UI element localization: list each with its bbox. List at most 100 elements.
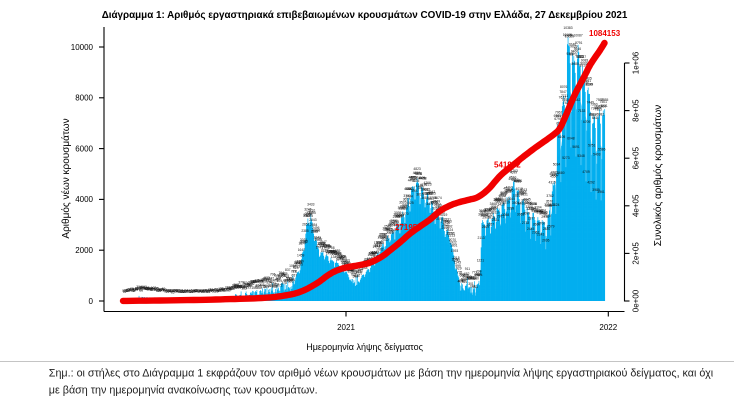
svg-text:2970: 2970 — [544, 214, 552, 218]
svg-text:194: 194 — [240, 285, 246, 289]
svg-text:82: 82 — [147, 287, 151, 291]
svg-text:4e+05: 4e+05 — [632, 194, 641, 217]
svg-text:313: 313 — [271, 282, 277, 286]
svg-text:219: 219 — [239, 284, 245, 288]
svg-text:124: 124 — [146, 287, 152, 291]
svg-text:1741: 1741 — [316, 246, 324, 250]
svg-text:2831: 2831 — [492, 218, 500, 222]
svg-text:394: 394 — [284, 279, 290, 283]
svg-text:60: 60 — [163, 288, 167, 292]
svg-text:62: 62 — [129, 288, 133, 292]
svg-text:1095: 1095 — [296, 263, 304, 267]
svg-text:4518: 4518 — [411, 175, 419, 179]
svg-text:3885: 3885 — [500, 191, 508, 195]
svg-text:2388: 2388 — [313, 229, 321, 233]
svg-text:3220: 3220 — [484, 208, 492, 212]
svg-text:4044: 4044 — [404, 187, 412, 191]
svg-text:445: 445 — [266, 279, 272, 283]
svg-text:142: 142 — [147, 286, 153, 290]
svg-text:540: 540 — [473, 277, 479, 281]
svg-text:3688: 3688 — [421, 196, 429, 200]
svg-text:3674: 3674 — [434, 196, 442, 200]
svg-text:2480: 2480 — [543, 227, 551, 231]
svg-text:3249: 3249 — [485, 207, 493, 211]
svg-text:111: 111 — [222, 288, 227, 292]
svg-text:393: 393 — [288, 280, 294, 284]
svg-text:27: 27 — [210, 289, 214, 293]
svg-text:19: 19 — [190, 290, 194, 294]
svg-text:23: 23 — [179, 289, 183, 293]
svg-text:111: 111 — [223, 287, 228, 291]
svg-text:2750: 2750 — [443, 221, 451, 225]
svg-text:22: 22 — [176, 289, 180, 293]
svg-text:5: 5 — [122, 289, 124, 293]
svg-text:3117: 3117 — [493, 211, 500, 215]
svg-text:773: 773 — [349, 270, 355, 274]
svg-text:2733: 2733 — [522, 221, 530, 225]
svg-text:2592: 2592 — [445, 224, 453, 228]
svg-text:1939: 1939 — [299, 241, 307, 245]
svg-text:61: 61 — [128, 288, 132, 292]
svg-text:4000: 4000 — [75, 195, 93, 204]
svg-text:2654: 2654 — [310, 223, 318, 227]
svg-text:3131: 3131 — [540, 211, 548, 215]
svg-text:9009: 9009 — [580, 62, 588, 66]
svg-text:1084153: 1084153 — [589, 29, 621, 38]
svg-text:189: 189 — [232, 284, 238, 288]
svg-text:3520: 3520 — [431, 201, 439, 205]
svg-text:794: 794 — [476, 269, 482, 273]
svg-text:71: 71 — [131, 289, 135, 293]
svg-text:7360: 7360 — [590, 102, 598, 106]
svg-text:3454: 3454 — [434, 203, 442, 207]
svg-text:1721: 1721 — [322, 247, 330, 251]
svg-text:115: 115 — [154, 287, 159, 291]
svg-text:3183: 3183 — [479, 209, 487, 213]
svg-text:3184: 3184 — [539, 209, 547, 213]
svg-text:9546: 9546 — [574, 47, 582, 51]
svg-text:1277: 1277 — [336, 257, 344, 261]
svg-text:606: 606 — [463, 274, 469, 278]
svg-text:3284: 3284 — [528, 206, 536, 210]
svg-text:24: 24 — [172, 289, 176, 293]
svg-text:3952: 3952 — [518, 190, 526, 194]
svg-text:6945: 6945 — [554, 114, 562, 118]
svg-text:2496: 2496 — [312, 226, 320, 230]
svg-text:53: 53 — [212, 289, 216, 293]
svg-text:4035: 4035 — [423, 187, 431, 191]
svg-text:10059: 10059 — [564, 34, 573, 38]
svg-text:657: 657 — [292, 274, 298, 278]
svg-text:2579: 2579 — [547, 224, 555, 228]
svg-text:1241: 1241 — [453, 258, 461, 262]
svg-text:3433: 3433 — [307, 203, 315, 207]
svg-text:19: 19 — [200, 289, 204, 293]
svg-text:3239: 3239 — [488, 208, 496, 212]
svg-text:69: 69 — [227, 289, 231, 293]
svg-text:4423: 4423 — [511, 178, 519, 182]
svg-text:471: 471 — [267, 277, 273, 281]
svg-text:4631: 4631 — [549, 172, 557, 176]
svg-text:71: 71 — [139, 288, 143, 292]
svg-text:2745: 2745 — [392, 220, 400, 224]
svg-text:3095: 3095 — [394, 211, 402, 215]
svg-text:563: 563 — [466, 275, 472, 279]
svg-text:624: 624 — [284, 274, 290, 278]
svg-text:22: 22 — [181, 290, 185, 294]
svg-text:137: 137 — [225, 286, 231, 290]
svg-text:148: 148 — [142, 287, 148, 291]
svg-text:78: 78 — [134, 288, 138, 292]
svg-text:416: 416 — [458, 279, 464, 283]
svg-text:42: 42 — [207, 290, 211, 294]
svg-text:4363: 4363 — [513, 179, 521, 183]
svg-text:388: 388 — [258, 280, 264, 284]
svg-text:3175: 3175 — [483, 209, 491, 213]
svg-text:2519: 2519 — [442, 226, 450, 230]
svg-text:314: 314 — [243, 282, 249, 286]
svg-text:3734: 3734 — [406, 194, 414, 198]
svg-text:3596: 3596 — [521, 199, 529, 203]
svg-text:204: 204 — [136, 285, 142, 289]
svg-text:3069: 3069 — [478, 213, 486, 217]
svg-text:327: 327 — [248, 282, 254, 286]
svg-text:20: 20 — [195, 289, 199, 293]
svg-text:2242: 2242 — [380, 233, 388, 237]
svg-text:3424: 3424 — [552, 203, 560, 207]
